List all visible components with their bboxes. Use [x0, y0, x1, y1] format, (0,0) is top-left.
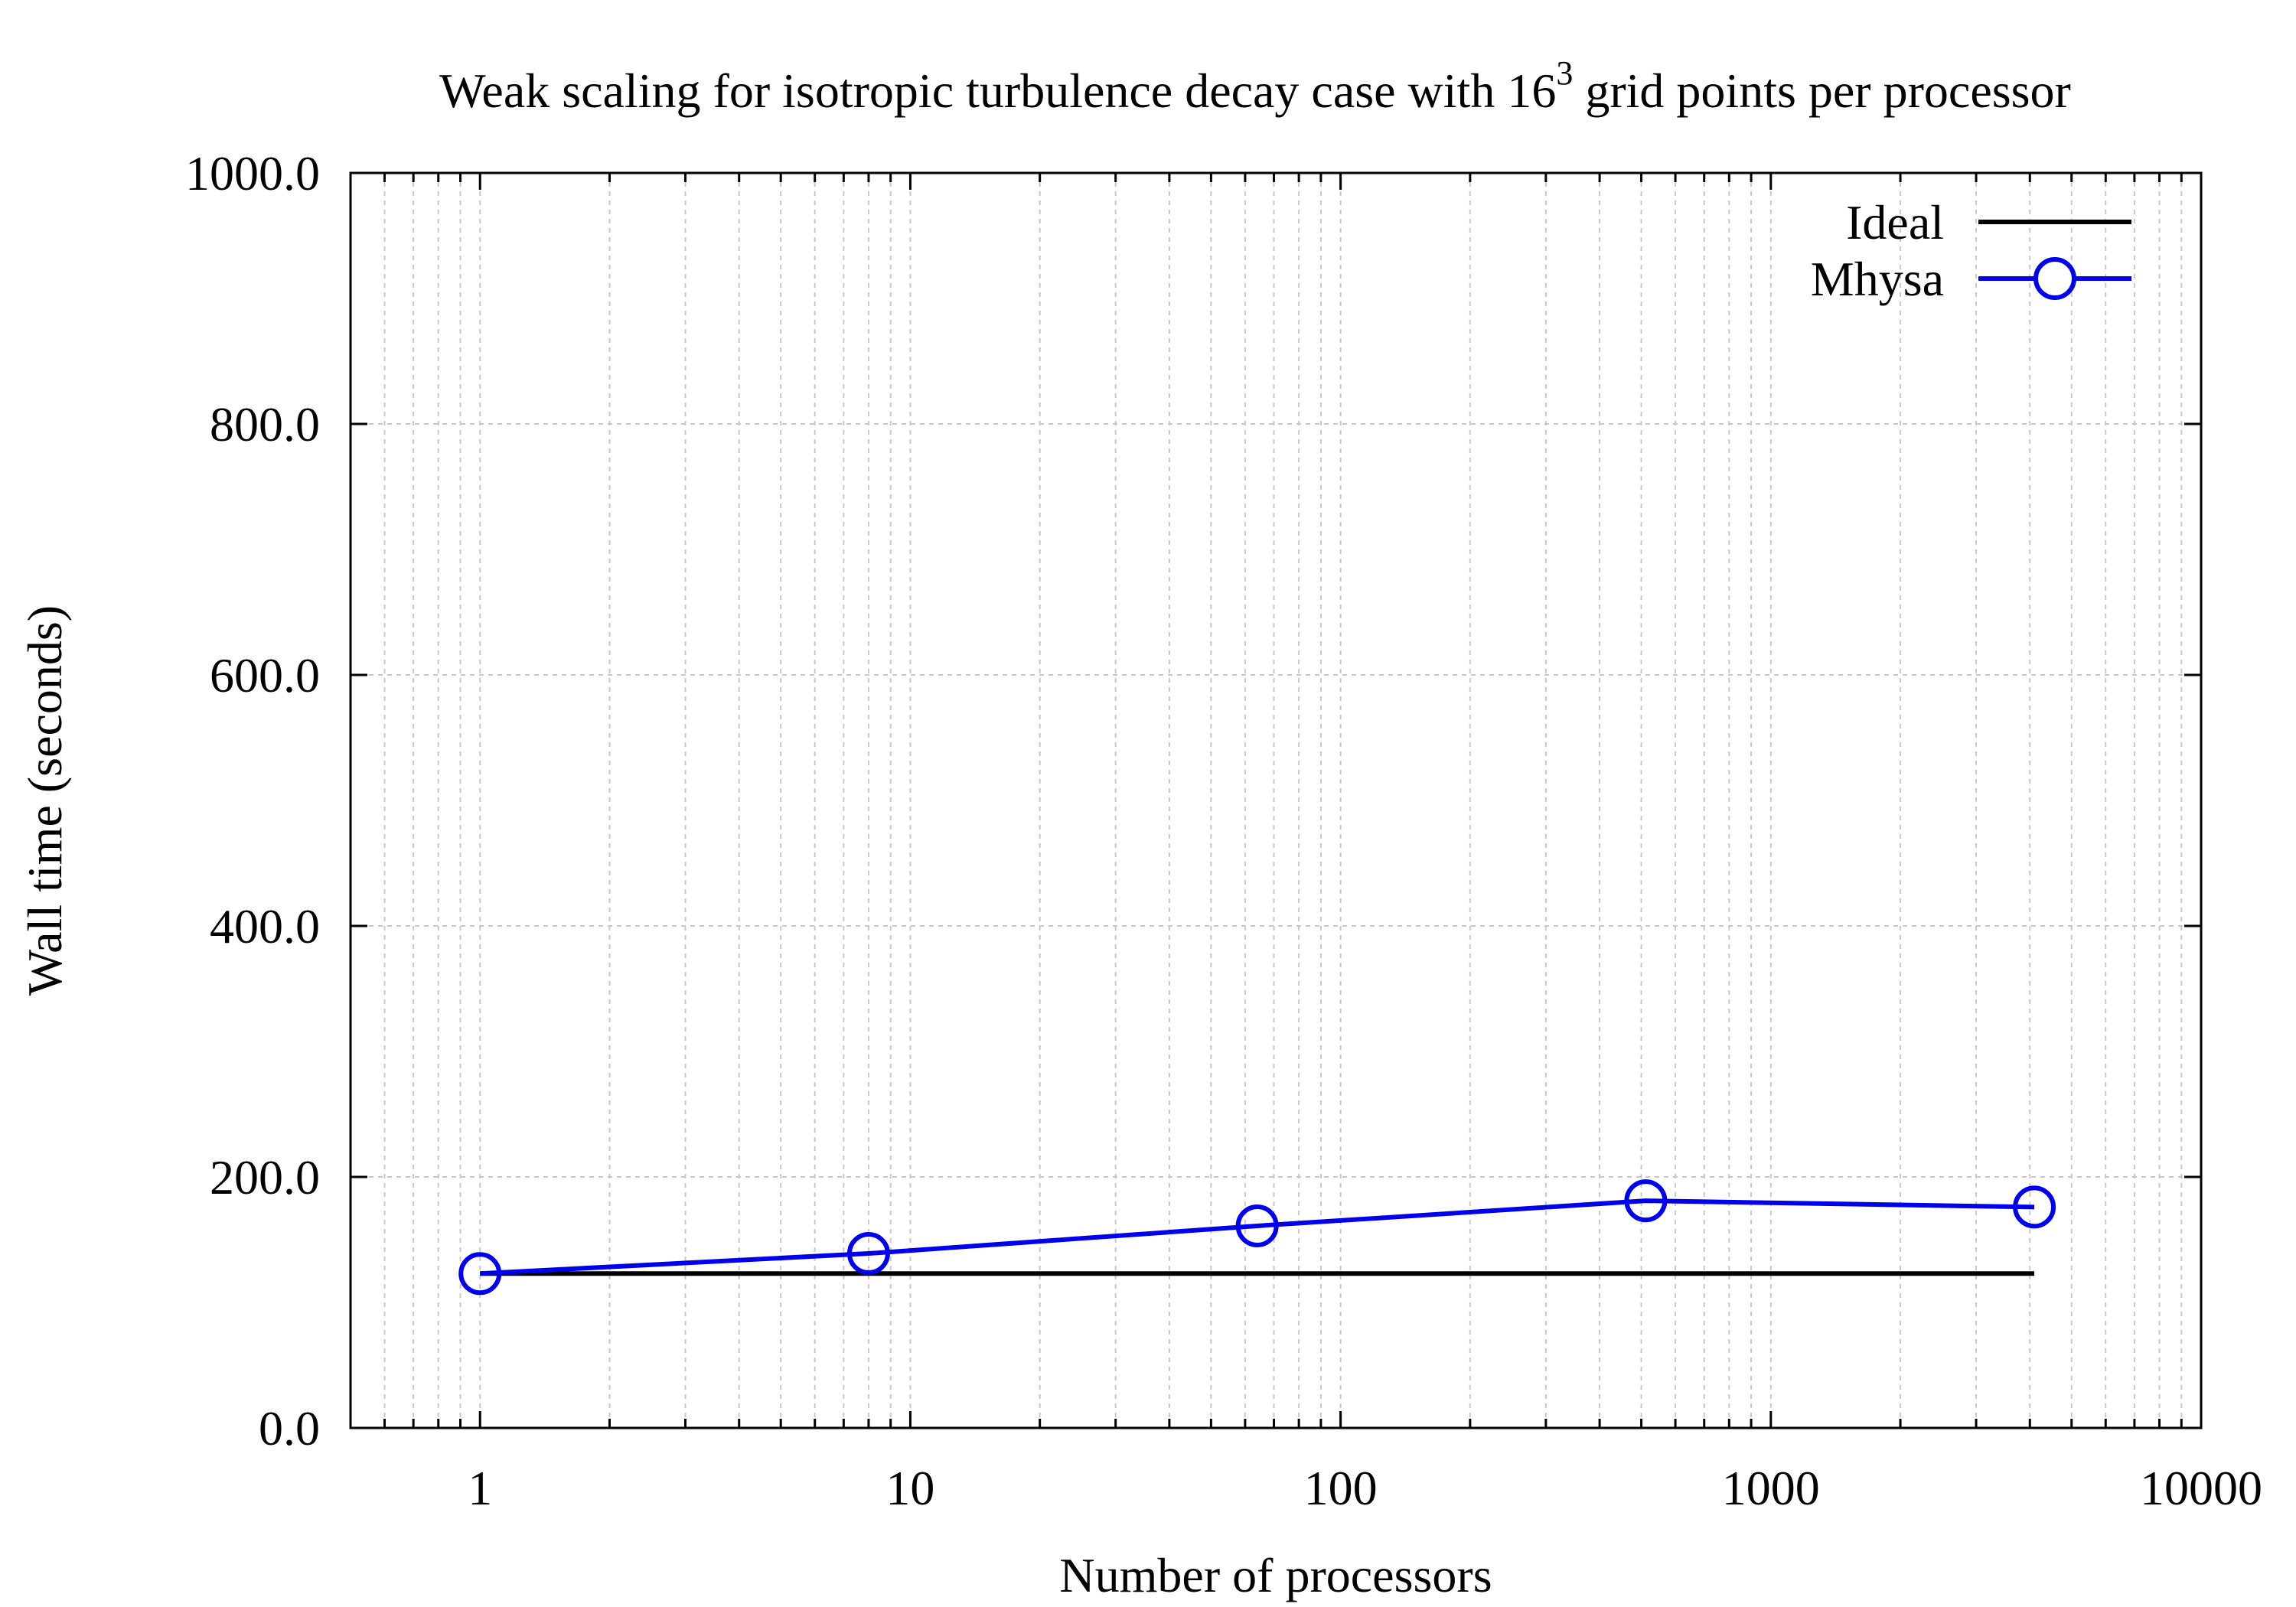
- y-tick-label: 0.0: [259, 1401, 320, 1455]
- data-point-mhysa: [1624, 1179, 1668, 1223]
- y-tick-label: 600.0: [210, 648, 320, 702]
- y-tick-label: 200.0: [210, 1150, 320, 1204]
- data-point-mhysa: [846, 1232, 890, 1276]
- data-point-mhysa: [458, 1252, 502, 1296]
- x-tick-label: 10000: [2140, 1461, 2262, 1515]
- chart-title-suffix: grid points per processor: [1573, 64, 2071, 118]
- x-axis-label: Number of processors: [1059, 1548, 1492, 1602]
- grid: [351, 173, 2201, 1428]
- y-axis-label: Wall time (seconds): [18, 605, 72, 996]
- series-line-mhysa: [480, 1198, 2035, 1276]
- x-tick-label: 1000: [1722, 1461, 1820, 1515]
- data-point-mhysa: [2013, 1185, 2056, 1229]
- y-tick-label: 400.0: [210, 899, 320, 953]
- legend-marker-mhysa: [2033, 257, 2076, 300]
- legend-label-mhysa: Mhysa: [1811, 252, 1944, 306]
- chart-title: Weak scaling for isotropic turbulence de…: [439, 54, 2071, 118]
- x-tick-label: 10: [885, 1461, 934, 1515]
- plot-frame: [349, 171, 2203, 1429]
- y-tick-label: 1000.0: [185, 146, 320, 200]
- legend-label-ideal: Ideal: [1846, 195, 1944, 249]
- x-tick-label: 1: [468, 1461, 492, 1515]
- chart-title-main: Weak scaling for isotropic turbulence de…: [439, 64, 1556, 118]
- data-point-mhysa: [1235, 1204, 1279, 1247]
- axis-ticks: 1 10 100 1000 10000 0.0 200.0 400.0 600.0 800.0 10…: [185, 146, 2262, 1515]
- chart-title-superscript: 3: [1556, 54, 1573, 92]
- x-tick-label: 100: [1304, 1461, 1378, 1515]
- plot-series: [458, 1179, 2056, 1296]
- y-tick-label: 800.0: [210, 397, 320, 451]
